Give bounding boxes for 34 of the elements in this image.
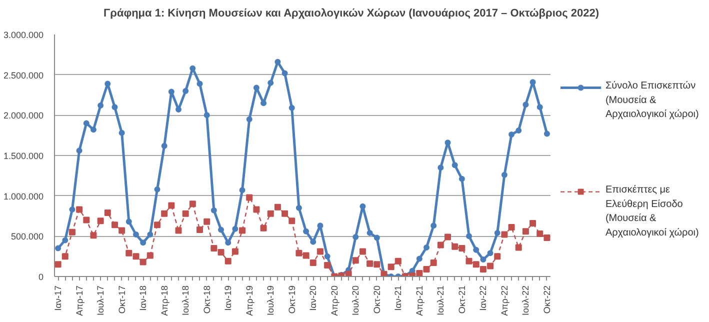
legend-label: Σύνολο Επισκεπτών (Μουσεία & Αρχαιολογικοί χώροι) bbox=[605, 80, 699, 120]
legend-label: Επισκέπτες με Ελεύθερη Είσοδο (Μουσεία & Αρχαιολογικοί χώροι) bbox=[605, 184, 699, 238]
x-tick-label: Οκτ-19 bbox=[286, 285, 297, 314]
y-tick-label: 1.000.000 bbox=[3, 191, 44, 202]
y-tick-label: 1.500.000 bbox=[3, 151, 44, 161]
x-tick-label: Ιαν-18 bbox=[138, 285, 148, 311]
x-tick-label: Ιαν-22 bbox=[478, 285, 488, 311]
x-tick-label: Απρ-22 bbox=[499, 285, 510, 316]
x-tick-label: Ιαν-19 bbox=[223, 285, 234, 311]
x-tick-label: Ιουλ-20 bbox=[350, 286, 361, 316]
x-tick-label: Οκτ-17 bbox=[116, 285, 127, 314]
x-tick-label: Απρ-21 bbox=[414, 285, 424, 316]
x-tick-label: Οκτ-22 bbox=[542, 285, 552, 314]
x-tick-label: Οκτ-18 bbox=[202, 285, 212, 314]
y-tick-label: 2.500.000 bbox=[3, 70, 44, 80]
x-tick-label: Ιουλ-21 bbox=[436, 286, 446, 316]
x-tick-label: Ιαν-21 bbox=[393, 285, 404, 311]
y-tick-label: 0 bbox=[38, 272, 44, 282]
x-tick-label: Ιουλ-19 bbox=[266, 286, 276, 316]
y-tick-label: 2.000.000 bbox=[3, 110, 44, 121]
x-tick-label: Ιουλ-17 bbox=[96, 286, 106, 316]
chart-title: Γράφημα 1: Κίνηση Μουσείων και Αρχαιολογικών Χώρων (Ιανουάριος 2017 – Οκτώβριος 2022) bbox=[104, 8, 600, 20]
x-tick-label: Απρ-20 bbox=[329, 285, 340, 316]
x-tick-label: Απρ-18 bbox=[159, 285, 170, 316]
x-tick-label: Ιαν-20 bbox=[308, 285, 318, 311]
x-tick-label: Ιουλ-18 bbox=[180, 286, 191, 316]
x-tick-label: Οκτ-20 bbox=[372, 285, 382, 314]
y-tick-label: 3.000.000 bbox=[3, 30, 44, 40]
x-tick-label: Ιαν-17 bbox=[53, 285, 64, 311]
x-tick-label: Απρ-19 bbox=[244, 285, 254, 316]
x-tick-label: Απρ-17 bbox=[74, 285, 84, 316]
x-tick-label: Ιουλ-22 bbox=[520, 286, 531, 316]
x-tick-label: Οκτ-21 bbox=[456, 285, 467, 314]
y-tick-label: 500.000 bbox=[10, 232, 44, 242]
